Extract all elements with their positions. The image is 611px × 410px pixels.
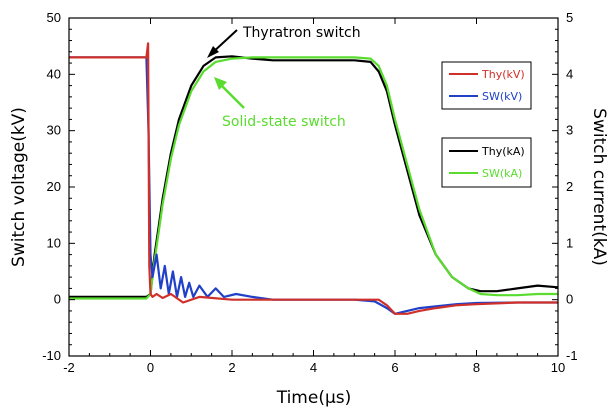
legend-current: Thy(kA) SW(kA) [441,137,532,188]
x-tick-label: -2 [63,360,75,375]
y-right-tick-label: 1 [566,235,573,250]
legend-label-sw-kv: SW(kV) [482,90,522,103]
y-right-tick-label: 0 [566,292,573,307]
y-left-tick-label: 40 [47,66,61,81]
series-line-swka [69,56,558,300]
legend-label-thy-ka: Thy(kA) [481,145,525,158]
y-left-tick-label: 10 [47,235,61,250]
y-axis-title-left: Switch voltage(kV) [9,107,29,267]
legend-current-box [441,137,532,188]
series-layer [69,42,559,315]
y-left-tick-label: 50 [47,10,61,25]
y-right-tick-label: 2 [566,179,573,194]
legend-label-thy-kv: Thy(kV) [481,68,525,81]
y-right-tick-label: 5 [566,10,573,25]
legend-voltage: Thy(kV) SW(kV) [441,61,532,110]
x-tick-label: 2 [228,360,235,375]
annotation-thyratron: Thyratron switch [242,25,361,41]
annotation-solid-state: Solid-state switch [222,114,346,130]
y-right-tick-label: 4 [566,66,573,81]
series-line-thykv [69,42,558,315]
annotation-thyratron-arrowhead [207,46,219,58]
y-right-tick-label: -1 [566,348,578,363]
y-left-tick-label: 0 [54,292,61,307]
legend-label-sw-ka: SW(kA) [482,167,522,180]
y-left-tick-label: -10 [42,348,61,363]
annotation-solid-state-arrowhead [214,77,227,90]
x-tick-label: 8 [473,360,480,375]
x-tick-label: 0 [147,360,154,375]
x-tick-label: 6 [391,360,398,375]
x-axis-title: Time(μs) [276,388,352,408]
x-tick-label: 10 [551,360,565,375]
x-tick-label: 4 [310,360,317,375]
legend-voltage-box [441,61,532,110]
y-left-tick-label: 20 [47,179,61,194]
y-axis-title-right: Switch current(kA) [589,108,609,266]
series-line-swkv [69,56,558,315]
y-right-tick-label: 3 [566,123,573,138]
y-left-tick-label: 30 [47,123,61,138]
